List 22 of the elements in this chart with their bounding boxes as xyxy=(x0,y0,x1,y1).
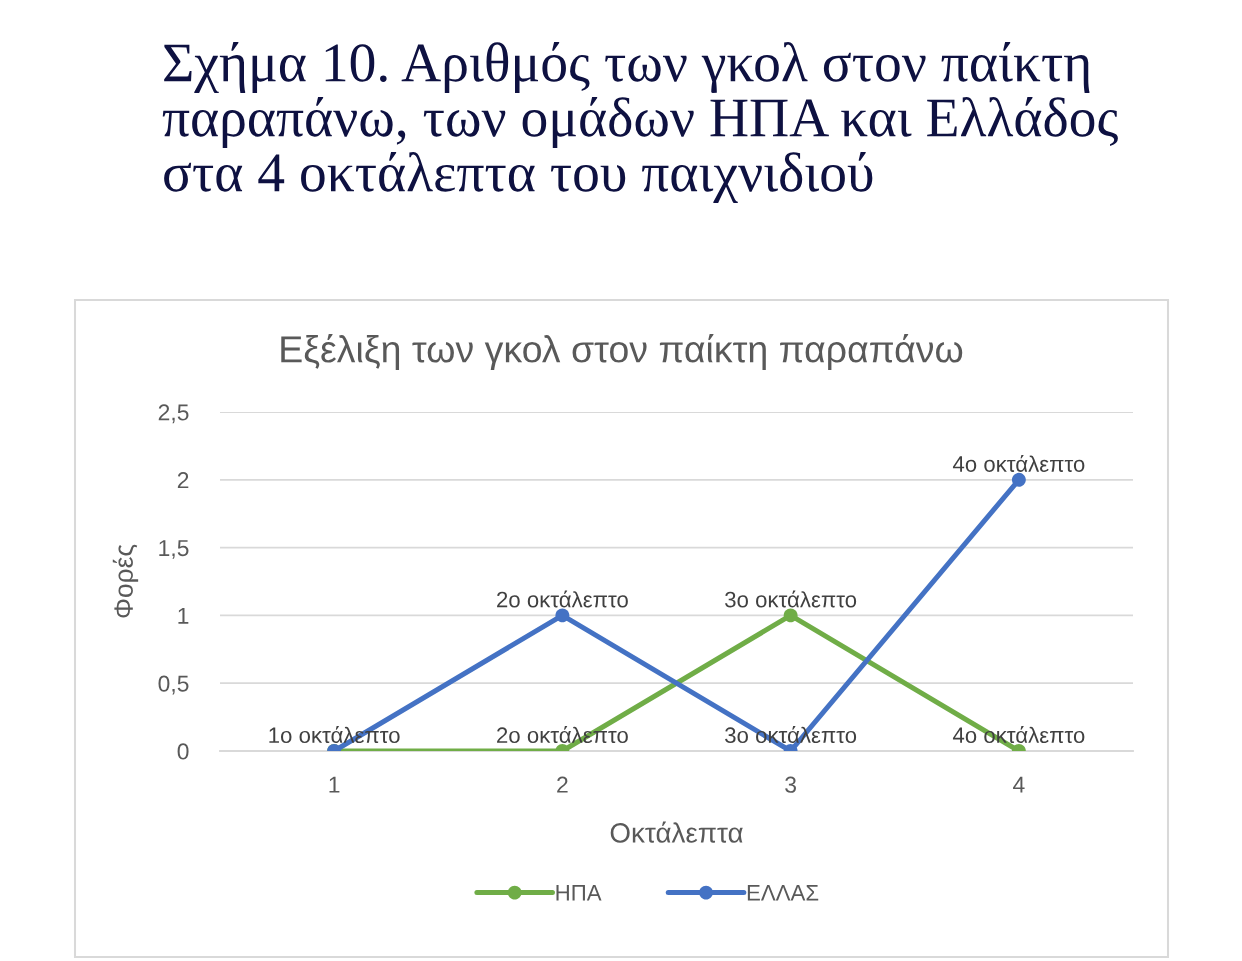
point xyxy=(555,608,570,623)
x-tick-label: 4 xyxy=(1013,776,1025,793)
x-tick-label: 3 xyxy=(785,776,796,793)
y-tick-label: 1,5 xyxy=(159,540,189,559)
chart-title: Σχήμα 10. Αριθμός των γκολ στον παίκτη παραπάνω, των ομάδων ΗΠΑ και Ελλάδος στα 4 οκτάλεπτα του παιχνιδιού xyxy=(162,42,1118,203)
chart-subtitle: Εξέλιξη των γκολ στον παίκτη παραπάνω xyxy=(281,333,963,371)
y-tick-label: 0,5 xyxy=(158,675,189,695)
y-tick-label: 1 xyxy=(178,607,189,624)
annotation: 4ο οκτάλεπτο xyxy=(952,454,1085,472)
y-tick-label: 2 xyxy=(177,472,189,489)
point xyxy=(783,608,798,623)
point xyxy=(1011,472,1026,487)
x-axis-title: Οκτάλεπτα xyxy=(610,821,743,843)
annotation: 3ο οκτάλεπτο xyxy=(725,590,857,608)
annotation: 2ο οκτάλεπτο xyxy=(497,590,628,608)
y-tick-label: 0 xyxy=(177,743,189,760)
legend-label: ΗΠΑ xyxy=(556,885,602,901)
y-tick-label: 2,5 xyxy=(158,404,189,424)
y-axis-title: Φορές xyxy=(112,544,139,618)
x-tick-label: 1 xyxy=(329,776,340,793)
legend-label: ΕΛΛΑΣ xyxy=(747,885,819,901)
x-tick-label: 2 xyxy=(557,776,568,793)
